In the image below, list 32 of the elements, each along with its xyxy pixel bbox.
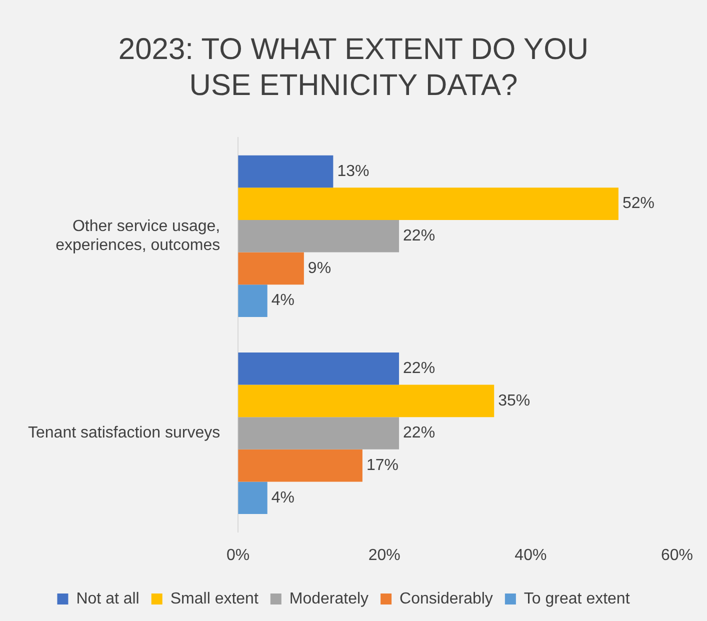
data-label: 17%: [366, 456, 398, 474]
bar: [238, 417, 400, 450]
legend-label: Considerably: [400, 590, 493, 608]
bar: [238, 188, 618, 220]
bar: [238, 284, 268, 317]
data-label: 4%: [271, 292, 294, 310]
legend-label: Not at all: [76, 590, 140, 608]
bar: [238, 449, 362, 482]
data-label: 22%: [403, 360, 436, 378]
x-tick-label: 60%: [660, 546, 694, 564]
data-label: 13%: [337, 162, 370, 180]
x-tick-label: 0%: [226, 546, 250, 564]
bar: [238, 220, 400, 252]
data-label: 22%: [403, 424, 436, 442]
data-label: 9%: [308, 260, 332, 277]
bar: [238, 384, 494, 418]
data-label: 22%: [403, 228, 436, 245]
legend-label: To great extent: [524, 590, 630, 608]
bar: [238, 155, 334, 188]
y-tick-label: Other service usage, experiences, outcomes: [56, 218, 220, 254]
x-tick-label: 20%: [368, 546, 400, 564]
bar: [238, 352, 400, 385]
legend-label: Small extent: [170, 590, 259, 608]
chart-title: 2023: TO WHAT EXTENT DO YOU USE ETHNICITY DATA?: [117, 32, 590, 104]
bar: [238, 482, 268, 514]
legend-label: Moderately: [289, 590, 369, 608]
y-tick-label: Tenant satisfaction surveys: [28, 424, 220, 442]
bar: [238, 252, 304, 285]
x-tick-label: 40%: [514, 546, 547, 564]
data-label: 4%: [271, 489, 294, 506]
data-label: 35%: [498, 392, 530, 410]
data-label: 52%: [622, 195, 654, 212]
